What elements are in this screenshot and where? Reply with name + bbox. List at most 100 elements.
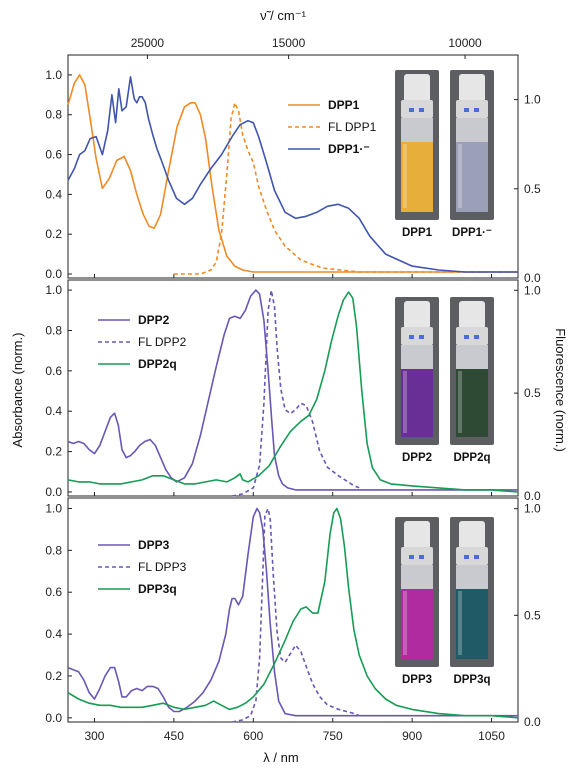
vial-label: DPP3q — [453, 674, 490, 686]
vial-cap — [459, 74, 485, 102]
vial-liquid — [456, 589, 488, 659]
vial-glass — [456, 565, 488, 589]
vial-marker — [474, 335, 479, 339]
legend-label: DPP3 — [138, 538, 170, 552]
left-tick-label: 0.0 — [45, 485, 62, 499]
vial-highlight — [458, 591, 462, 655]
vial-label: DPP1 — [402, 227, 433, 239]
right-tick-label: 1.0 — [524, 502, 541, 516]
vial-liquid — [456, 142, 488, 212]
vial-marker — [419, 555, 424, 559]
legend-label: DPP1 — [328, 98, 360, 112]
vial-marker — [464, 108, 469, 112]
vial-photo — [450, 297, 494, 445]
vial-photo — [450, 517, 494, 667]
left-tick-label: 0.4 — [45, 404, 62, 418]
right-tick-label: 0.5 — [524, 386, 541, 400]
legend-label: DPP3q — [138, 582, 177, 596]
vial-photo — [450, 70, 494, 220]
series-line-fl-dpp3 — [231, 507, 360, 723]
vial-neck — [456, 327, 488, 345]
legend-label: FL DPP2 — [138, 335, 187, 349]
x-tick-label: 300 — [84, 729, 104, 743]
left-tick-label: 1.0 — [45, 501, 62, 515]
left-tick-label: 0.2 — [45, 227, 62, 241]
vial-cap — [404, 521, 430, 549]
vial-cap — [459, 301, 485, 329]
vial-label: DPP2q — [453, 452, 490, 464]
right-tick-label: 0.5 — [524, 608, 541, 622]
vial-highlight — [403, 591, 407, 655]
vial-cap — [459, 521, 485, 549]
top-tick-label: 15000 — [272, 36, 306, 50]
legend-label: DPP2q — [138, 357, 177, 371]
vial-liquid — [401, 589, 433, 659]
x-tick-label: 750 — [323, 729, 343, 743]
axes-layer: 0.00.20.40.60.81.00.00.51.00.00.20.40.60… — [45, 54, 541, 729]
vial-cap — [404, 74, 430, 102]
left-tick-label: 0.4 — [45, 627, 62, 641]
x-tick-label: 600 — [243, 729, 263, 743]
series-line-fl-dpp1 — [173, 102, 518, 275]
vial-photo — [395, 70, 439, 220]
series-line-fl-dpp2 — [231, 289, 360, 497]
legend-label: DPP2 — [138, 313, 170, 327]
vial-glass — [401, 118, 433, 142]
series-line-dpp3 — [67, 507, 518, 717]
panel-frame-1 — [67, 54, 519, 279]
top-tick-label: 25000 — [131, 36, 165, 50]
series-line-dpp3q — [67, 507, 519, 719]
vial-layer: DPP1 DPP1·⁻ DPP2 DPP2q DPP3 DPP3q — [395, 70, 494, 686]
right-tick-label: 1.0 — [524, 93, 541, 107]
vial-neck — [401, 547, 433, 565]
vial-marker — [409, 555, 414, 559]
vial-glass — [456, 345, 488, 369]
vial-marker — [464, 335, 469, 339]
left-tick-label: 0.6 — [45, 585, 62, 599]
vial-glass — [456, 118, 488, 142]
vial-marker — [474, 108, 479, 112]
vial-photo — [395, 297, 439, 445]
top-axis-title: ν̃ / cm⁻¹ — [260, 8, 307, 23]
vial-neck — [456, 547, 488, 565]
vial-highlight — [403, 144, 407, 208]
left-tick-label: 0.2 — [45, 669, 62, 683]
legend-label: FL DPP1 — [328, 120, 377, 134]
right-tick-label: 0.0 — [524, 489, 541, 503]
left-axis-title: Absorbance (norm.) — [10, 333, 25, 448]
vial-neck — [401, 327, 433, 345]
vial-marker — [464, 555, 469, 559]
vial-liquid — [401, 369, 433, 437]
vial-highlight — [403, 371, 407, 433]
series-line-dpp1 — [67, 74, 518, 273]
legend-label: DPP1·⁻ — [328, 142, 370, 156]
vial-marker — [474, 555, 479, 559]
vial-liquid — [456, 369, 488, 437]
x-tick-label: 450 — [164, 729, 184, 743]
x-tick-label: 1050 — [478, 729, 505, 743]
vial-glass — [401, 565, 433, 589]
left-tick-label: 0.8 — [45, 543, 62, 557]
vial-glass — [401, 345, 433, 369]
legend-label: FL DPP3 — [138, 560, 187, 574]
vial-neck — [456, 100, 488, 118]
left-tick-label: 1.0 — [45, 68, 62, 82]
vial-marker — [409, 108, 414, 112]
vial-label: DPP1·⁻ — [452, 227, 492, 239]
vial-neck — [401, 100, 433, 118]
left-tick-label: 0.8 — [45, 323, 62, 337]
top-tick-label: 10000 — [448, 36, 482, 50]
x-tick-label: 900 — [402, 729, 422, 743]
series-line-dpp2q — [67, 291, 519, 493]
left-tick-label: 0.0 — [45, 267, 62, 281]
vial-marker — [419, 335, 424, 339]
legend-layer: DPP1 FL DPP1 DPP1·⁻ DPP2 FL DPP2 DPP2q DPP3 FL … — [98, 98, 377, 596]
vial-highlight — [458, 144, 462, 208]
vial-highlight — [458, 371, 462, 433]
left-tick-label: 0.2 — [45, 445, 62, 459]
left-tick-label: 0.6 — [45, 364, 62, 378]
right-tick-label: 0.0 — [524, 271, 541, 285]
vial-liquid — [401, 142, 433, 212]
panel-frame-3 — [67, 497, 519, 723]
